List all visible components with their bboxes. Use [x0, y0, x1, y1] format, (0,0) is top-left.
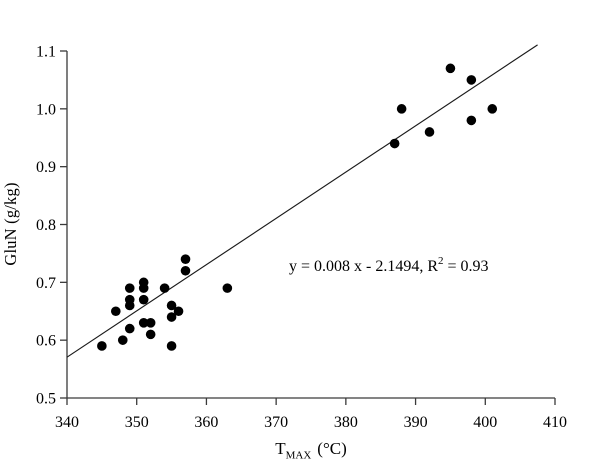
x-axis-label-base: T: [275, 439, 286, 458]
x-axis-tick-label: 400: [473, 414, 497, 431]
x-axis-tick-label: 380: [334, 414, 358, 431]
y-axis-tick-label: 0.6: [36, 333, 56, 350]
data-point: [111, 306, 121, 317]
x-axis-tick-label: 360: [194, 414, 218, 431]
y-axis-tick-label: 0.7: [36, 275, 56, 292]
data-point: [159, 283, 170, 293]
x-axis-tick-label: 390: [404, 414, 428, 431]
data-point: [389, 138, 400, 149]
y-axis-tick-label: 1.0: [36, 101, 56, 118]
x-axis-label-unit: (°C): [317, 439, 347, 458]
data-point: [124, 294, 135, 305]
data-point: [124, 283, 135, 293]
data-point: [424, 127, 435, 137]
data-point: [396, 104, 407, 114]
data-point: [445, 63, 456, 74]
data-point: [222, 283, 233, 293]
data-point: [466, 75, 477, 85]
y-axis-tick-label: 0.5: [36, 391, 56, 408]
data-point: [117, 335, 128, 345]
regression-equation: y = 0.008 x - 2.1494, R2 = 0.93: [289, 255, 489, 276]
data-point: [466, 115, 477, 126]
x-axis-tick-label: 370: [264, 414, 288, 431]
data-point: [487, 104, 498, 114]
y-axis-tick-label: 1.1: [36, 44, 56, 61]
y-axis-tick-label: 0.8: [36, 217, 56, 234]
data-point: [97, 341, 107, 351]
data-point: [173, 306, 184, 317]
data-point: [138, 318, 149, 328]
data-point: [138, 277, 149, 288]
data-point: [166, 341, 177, 351]
x-axis-tick-label: 350: [125, 414, 149, 431]
regression-equation-text: y = 0.008 x - 2.1494, R: [289, 258, 439, 275]
r-squared-superscript: 2: [438, 255, 444, 268]
data-point: [138, 294, 149, 305]
r-squared-value: = 0.93: [443, 258, 489, 275]
data-point: [180, 265, 191, 276]
y-axis-tick-label: 0.9: [36, 159, 56, 176]
data-point: [124, 323, 135, 334]
regression-line: [66, 44, 538, 358]
data-point: [166, 300, 177, 311]
data-point: [180, 254, 191, 264]
y-axis-label: GluN (g/kg): [1, 182, 20, 266]
data-point: [145, 318, 156, 328]
x-axis-tick-label: 340: [55, 414, 79, 431]
data-point: [166, 312, 177, 322]
x-axis-label: TMAX (°C): [275, 439, 347, 462]
data-point: [145, 329, 156, 340]
x-axis-tick-label: 410: [543, 414, 567, 431]
x-axis-label-subscript: MAX: [285, 449, 312, 462]
